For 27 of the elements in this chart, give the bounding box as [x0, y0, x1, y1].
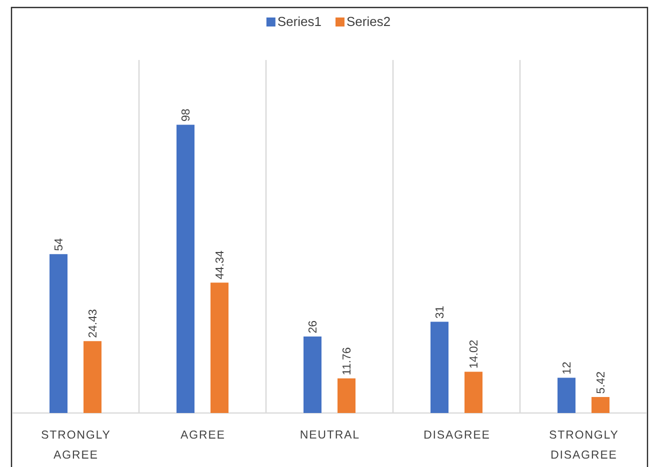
legend-label: Series2 [347, 16, 390, 26]
legend-label: Series1 [278, 16, 321, 26]
bar [464, 372, 482, 413]
x-tick-label: AGREE [180, 430, 224, 439]
bar [304, 336, 322, 413]
x-tick-label: STRONGLY DISAGREE [550, 430, 618, 459]
data-label: 54 [54, 238, 63, 250]
bar [430, 322, 448, 413]
x-tick-label: DISAGREE [424, 430, 489, 439]
bar [592, 397, 610, 413]
bar [84, 341, 102, 413]
bar [338, 378, 356, 413]
data-label: 14.02 [469, 340, 478, 368]
data-label: 44.34 [215, 250, 224, 280]
data-label: 5.42 [596, 372, 605, 394]
bar [558, 378, 576, 413]
bar [176, 124, 194, 413]
bar [50, 254, 68, 413]
data-label: 98 [181, 109, 190, 121]
data-label: 12 [562, 362, 571, 374]
bar [210, 282, 228, 413]
data-label: 11.76 [342, 348, 351, 374]
x-tick-label: NEUTRAL [300, 430, 359, 439]
data-label: 31 [435, 306, 444, 318]
data-label: 24.43 [88, 310, 97, 338]
data-label: 26 [308, 321, 317, 333]
x-tick-label: STRONGLY AGREE [42, 430, 110, 459]
